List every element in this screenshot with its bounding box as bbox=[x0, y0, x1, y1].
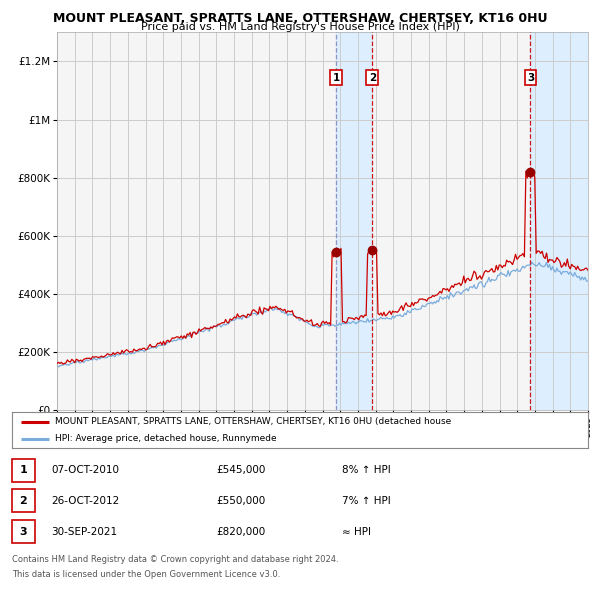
Text: £820,000: £820,000 bbox=[216, 527, 265, 536]
Text: £550,000: £550,000 bbox=[216, 496, 265, 506]
Text: MOUNT PLEASANT, SPRATTS LANE, OTTERSHAW, CHERTSEY, KT16 0HU (detached house: MOUNT PLEASANT, SPRATTS LANE, OTTERSHAW,… bbox=[55, 417, 451, 426]
Text: MOUNT PLEASANT, SPRATTS LANE, OTTERSHAW, CHERTSEY, KT16 0HU: MOUNT PLEASANT, SPRATTS LANE, OTTERSHAW,… bbox=[53, 12, 547, 25]
Text: 1: 1 bbox=[20, 466, 27, 475]
Text: 2: 2 bbox=[20, 496, 27, 506]
Text: 2: 2 bbox=[369, 73, 376, 83]
Text: 3: 3 bbox=[527, 73, 534, 83]
Text: ≈ HPI: ≈ HPI bbox=[342, 527, 371, 536]
Text: Contains HM Land Registry data © Crown copyright and database right 2024.: Contains HM Land Registry data © Crown c… bbox=[12, 555, 338, 564]
Text: 8% ↑ HPI: 8% ↑ HPI bbox=[342, 466, 391, 475]
Text: 1: 1 bbox=[332, 73, 340, 83]
Bar bbox=[530, 32, 588, 410]
Bar bbox=[336, 32, 373, 410]
Text: 26-OCT-2012: 26-OCT-2012 bbox=[51, 496, 119, 506]
Text: 3: 3 bbox=[20, 527, 27, 536]
Text: 07-OCT-2010: 07-OCT-2010 bbox=[51, 466, 119, 475]
Text: £545,000: £545,000 bbox=[216, 466, 265, 475]
Text: HPI: Average price, detached house, Runnymede: HPI: Average price, detached house, Runn… bbox=[55, 434, 277, 443]
Text: Price paid vs. HM Land Registry's House Price Index (HPI): Price paid vs. HM Land Registry's House … bbox=[140, 22, 460, 32]
Text: 30-SEP-2021: 30-SEP-2021 bbox=[51, 527, 117, 536]
Text: 7% ↑ HPI: 7% ↑ HPI bbox=[342, 496, 391, 506]
Text: This data is licensed under the Open Government Licence v3.0.: This data is licensed under the Open Gov… bbox=[12, 570, 280, 579]
